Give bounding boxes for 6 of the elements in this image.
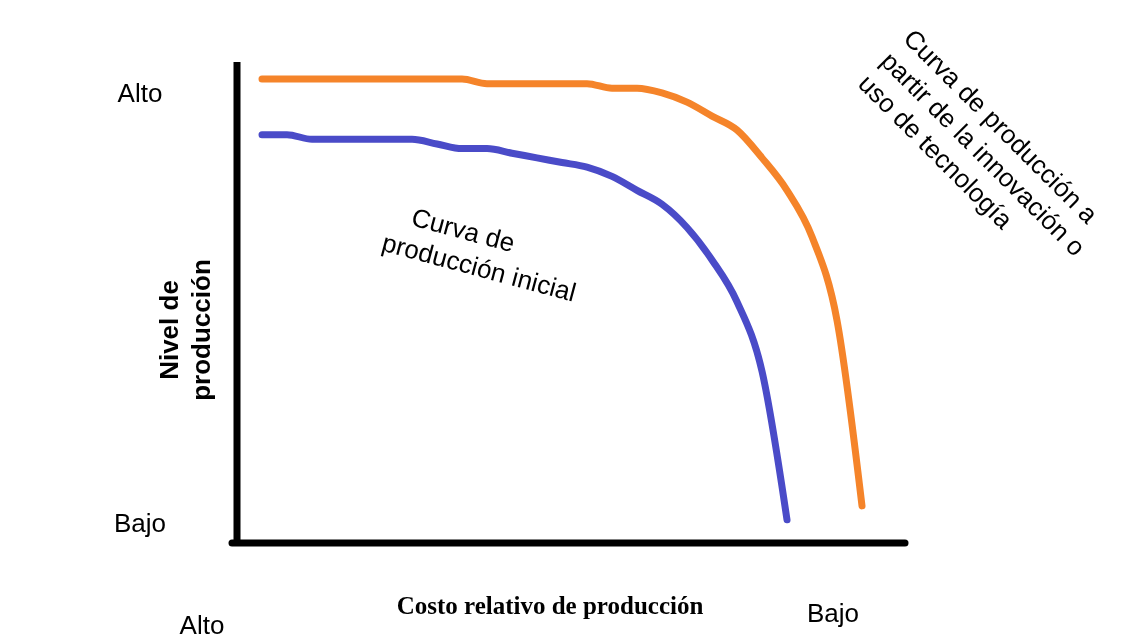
text: Alto — [117, 78, 163, 108]
y-axis-title: Nivel de producción — [154, 259, 216, 401]
x-axis-title: Costo relativo de producción — [396, 592, 704, 619]
text: Bajo — [806, 598, 860, 628]
text: Bajo — [113, 508, 167, 538]
text: Alto — [179, 610, 225, 636]
